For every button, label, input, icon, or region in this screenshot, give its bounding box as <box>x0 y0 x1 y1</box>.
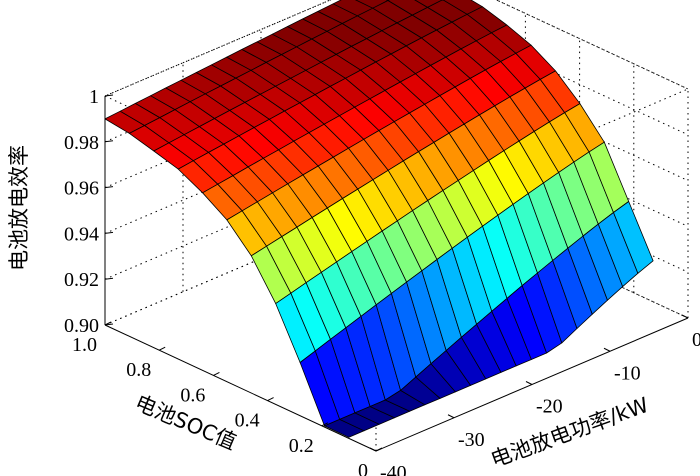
z-tick-mark-3 <box>104 186 114 189</box>
y-tick-mark-4 <box>681 314 689 319</box>
y-tick-mark-0 <box>369 447 377 452</box>
x-tick-label-4: 0.8 <box>126 359 151 381</box>
z-tick-label-4: 0.98 <box>64 132 99 154</box>
z-axis-label: 电池放电效率 <box>7 145 31 271</box>
x-tick-mark-1 <box>321 422 329 427</box>
z-tick-label-5: 1 <box>89 86 99 108</box>
z-tick-label-0: 0.90 <box>64 315 99 337</box>
z-tick-mark-1 <box>104 277 114 280</box>
y-tick-label-0: -40 <box>380 462 407 476</box>
z-tick-label-2: 0.94 <box>64 223 99 245</box>
tick-labels: 0.90 0.92 0.94 0.96 0.98 1 0 0.2 0.4 0.6 0.8 1.0 -40… <box>64 86 700 476</box>
y-tick-label-2: -20 <box>536 396 563 418</box>
z-tick-label-1: 0.92 <box>64 269 99 291</box>
z-tick-mark-4 <box>104 140 114 143</box>
surface-facet-0-19 <box>613 201 654 274</box>
z-tick-mark-2 <box>104 231 114 234</box>
efficiency-surface <box>104 0 654 438</box>
box-edge-2 <box>495 0 689 90</box>
y-tick-label-1: -30 <box>458 429 485 451</box>
x-tick-mark-0 <box>375 447 383 452</box>
x-tick-mark-3 <box>213 371 220 376</box>
x-tick-label-0: 0 <box>358 460 368 476</box>
y-tick-label-3: -10 <box>614 362 641 384</box>
y-axis-label: 电池放电功率/kW <box>488 393 652 472</box>
x-tick-label-5: 1.0 <box>72 334 97 356</box>
y-tick-label-4: 0 <box>692 329 700 351</box>
axes-lines <box>104 94 689 452</box>
z-tick-label-3: 0.96 <box>64 178 99 200</box>
x-tick-mark-2 <box>267 397 274 402</box>
z-tick-mark-5 <box>104 94 114 97</box>
y-tick-mark-2 <box>525 381 533 385</box>
y-tick-mark-3 <box>603 347 611 352</box>
x-tick-mark-5 <box>104 321 112 326</box>
x-axis-line <box>104 324 377 452</box>
y-tick-mark-1 <box>447 414 455 419</box>
x-tick-mark-4 <box>158 346 166 351</box>
x-tick-label-1: 0.2 <box>289 435 314 457</box>
x-tick-label-3: 0.6 <box>180 384 205 406</box>
x-tick-label-2: 0.4 <box>235 410 260 432</box>
